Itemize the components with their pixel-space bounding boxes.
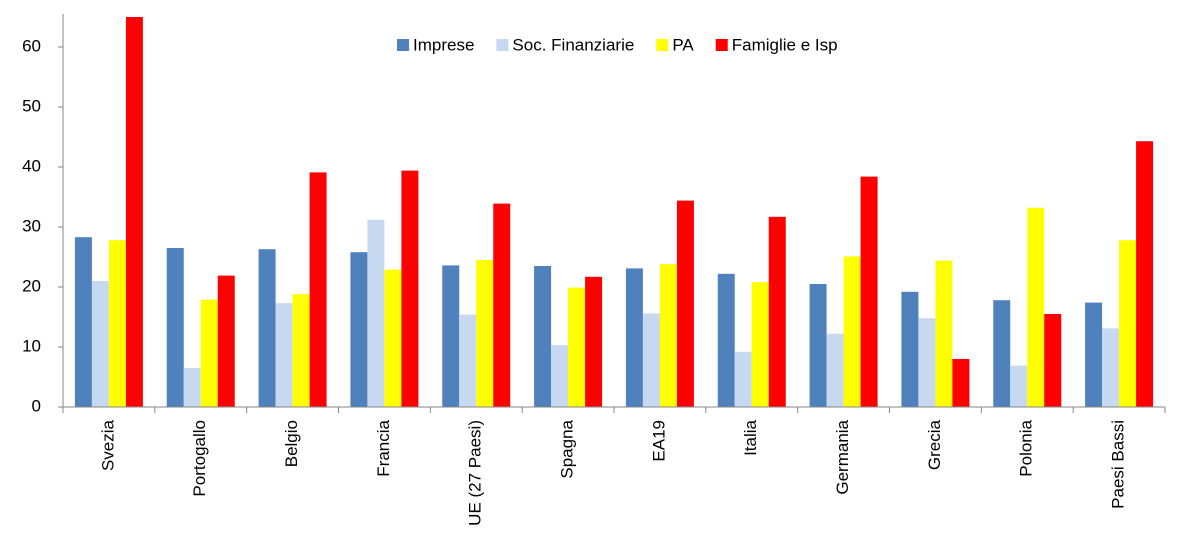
x-tick-label: UE (27 Paesi): [466, 420, 485, 526]
bars: [74, 17, 1154, 407]
bar: [217, 275, 235, 407]
bar: [91, 281, 109, 407]
bar: [935, 260, 953, 407]
legend-label: Imprese: [413, 35, 474, 54]
legend-label: Soc. Finanziarie: [512, 35, 634, 54]
y-tick-label: 20: [22, 276, 41, 295]
x-tick-label: Germania: [833, 419, 852, 494]
bar: [367, 219, 385, 407]
bar: [952, 359, 970, 407]
bar: [1027, 207, 1045, 407]
bar: [676, 200, 694, 407]
x-tick-label: Belgio: [282, 420, 301, 467]
bar: [717, 273, 735, 407]
bar: [1085, 302, 1103, 407]
bar: [860, 176, 878, 407]
y-tick-label: 0: [32, 396, 41, 415]
bar: [459, 314, 477, 407]
bar: [183, 368, 201, 407]
x-tick-label: Grecia: [925, 419, 944, 470]
bar: [734, 351, 752, 407]
bar: [768, 216, 786, 407]
bar: [1044, 314, 1062, 407]
x-tick-label: Svezia: [98, 419, 117, 471]
x-tick-label: EA19: [649, 420, 668, 462]
x-tick-label: Polonia: [1017, 419, 1036, 476]
x-tick-label: Francia: [374, 419, 393, 476]
bar: [493, 203, 511, 407]
bar: [568, 287, 586, 407]
legend-swatch: [656, 39, 669, 51]
bar: [826, 333, 844, 407]
bar: [258, 249, 276, 407]
bar: [350, 252, 368, 407]
bar: [401, 170, 419, 407]
y-tick-label: 50: [22, 96, 41, 115]
x-tick-label: Italia: [741, 419, 760, 455]
bar: [275, 303, 293, 407]
x-tick-label: Paesi Bassi: [1109, 420, 1128, 509]
x-tick-label: Portogallo: [190, 420, 209, 497]
legend-label: PA: [672, 35, 694, 54]
y-tick-label: 40: [22, 156, 41, 175]
bar: [384, 269, 402, 407]
bar: [751, 282, 769, 407]
y-tick-label: 60: [22, 36, 41, 55]
bar: [442, 265, 460, 407]
bar: [309, 172, 327, 407]
bar: [1010, 365, 1028, 407]
y-tick-label: 10: [22, 336, 41, 355]
bar: [292, 294, 310, 407]
bar: [843, 256, 861, 407]
legend-label: Famiglie e Isp: [732, 35, 838, 54]
legend-swatch: [397, 39, 409, 51]
bar: [108, 240, 126, 407]
bar: [551, 345, 569, 407]
bar: [625, 268, 643, 407]
bar: [74, 237, 92, 407]
bar: [534, 266, 552, 407]
bar: [659, 264, 677, 407]
bar: [585, 276, 603, 407]
bar: [1136, 141, 1154, 407]
bar: [1102, 328, 1120, 407]
bar: [200, 299, 218, 407]
x-tick-label: Spagna: [558, 419, 577, 478]
legend-swatch: [496, 39, 509, 51]
legend-swatch: [715, 39, 728, 51]
bar: [918, 318, 936, 407]
bar: [125, 17, 143, 407]
bar: [809, 284, 827, 407]
bar: [1119, 240, 1137, 407]
y-tick-label: 30: [22, 216, 41, 235]
bar: [993, 300, 1011, 407]
bar: [166, 248, 184, 407]
bar: [476, 260, 494, 407]
bar: [642, 313, 660, 407]
bar: [901, 291, 919, 407]
